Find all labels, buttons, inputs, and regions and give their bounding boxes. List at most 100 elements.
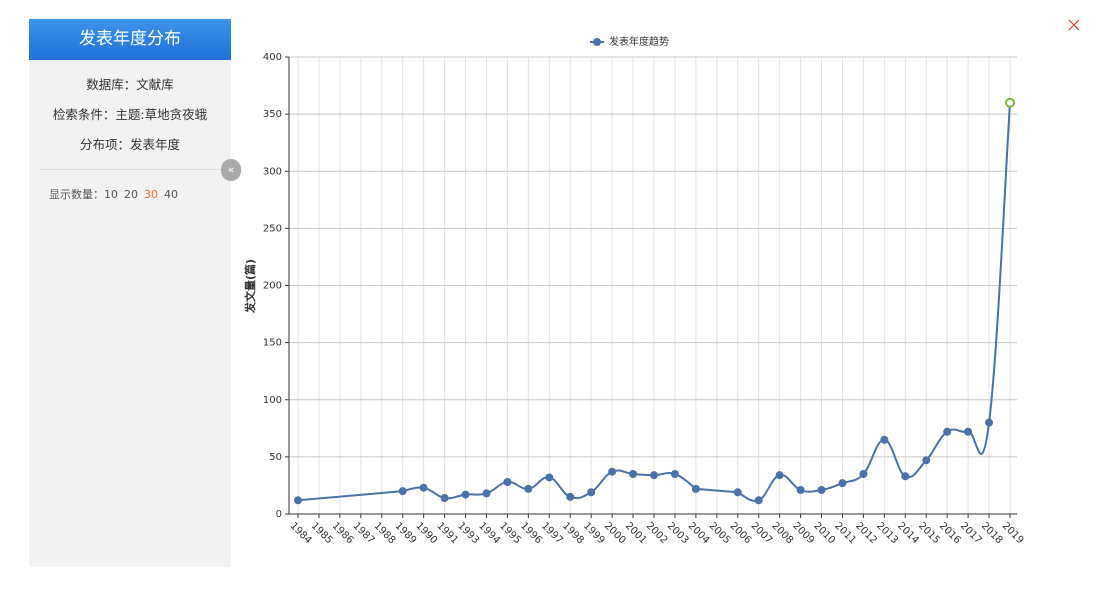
data-point (461, 490, 470, 499)
x-tick-label: 2019 (1000, 520, 1026, 546)
count-label: 显示数量： (49, 188, 104, 201)
field-label: 数据库： (86, 77, 137, 92)
data-point (901, 472, 910, 481)
data-point (398, 487, 407, 496)
x-tick-label: 1996 (518, 520, 544, 546)
field: 分布项：发表年度 (29, 130, 231, 160)
x-tick-label: 1999 (581, 520, 607, 546)
y-tick-label: 300 (263, 166, 282, 177)
x-tick-label: 1998 (560, 520, 586, 546)
x-tick-label: 1989 (392, 520, 418, 546)
data-point (817, 486, 826, 495)
y-tick-label: 50 (269, 452, 282, 463)
data-point (943, 427, 952, 436)
data-point (629, 470, 638, 479)
x-tick-label: 2014 (895, 520, 921, 546)
data-point (880, 435, 889, 444)
x-tick-label: 1990 (413, 520, 439, 546)
field: 数据库：文献库 (29, 70, 231, 100)
data-point (964, 427, 973, 436)
x-tick-label: 2016 (937, 520, 963, 546)
x-tick-label: 1994 (476, 520, 502, 546)
field: 检索条件：主题:草地贪夜蛾 (29, 100, 231, 130)
count-selector: 显示数量：10 20 30 40 (29, 186, 231, 202)
y-tick-label: 200 (263, 281, 282, 292)
count-option[interactable]: 20 (124, 188, 138, 201)
field-value: 文献库 (136, 77, 174, 92)
x-tick-label: 2001 (623, 520, 649, 546)
x-tick-label: 2010 (811, 520, 837, 546)
y-tick-label: 400 (263, 52, 282, 63)
x-tick-label: 2003 (665, 520, 691, 546)
x-tick-label: 2004 (686, 520, 712, 546)
field-value: 主题:草地贪夜蛾 (115, 107, 208, 122)
data-point (1005, 97, 1015, 108)
data-point (775, 471, 784, 480)
x-tick-label: 1985 (309, 520, 335, 546)
y-tick-label: 250 (263, 223, 282, 234)
y-tick-label: 150 (263, 338, 282, 349)
y-tick-label: 350 (263, 109, 282, 120)
line-bridge (695, 487, 738, 494)
x-tick-label: 1993 (455, 520, 481, 546)
y-axis-title: 发文量(篇) (243, 259, 257, 314)
x-tick-label: 1984 (288, 520, 314, 546)
data-point (440, 494, 449, 503)
sidebar-title: 发表年度分布 (29, 19, 231, 60)
field-label: 检索条件： (52, 107, 116, 122)
field-value: 发表年度 (130, 137, 181, 152)
close-icon[interactable] (1068, 19, 1080, 31)
data-point (419, 483, 428, 492)
x-tick-label: 1997 (539, 520, 565, 546)
data-point (733, 488, 742, 497)
x-tick-label: 1995 (497, 520, 523, 546)
data-point (524, 484, 533, 493)
x-tick-label: 2000 (602, 520, 628, 546)
x-tick-label: 2015 (916, 520, 942, 546)
data-point (545, 473, 554, 482)
x-tick-label: 1991 (434, 520, 460, 546)
x-tick-label: 2011 (832, 520, 858, 546)
data-point (985, 418, 994, 427)
x-tick-label: 2009 (790, 520, 816, 546)
x-tick-label: 2013 (874, 520, 900, 546)
data-point (796, 486, 805, 495)
data-point (691, 484, 700, 493)
data-point (503, 478, 512, 487)
x-tick-label: 2012 (853, 520, 879, 546)
x-tick-label: 1987 (351, 520, 377, 546)
x-tick-label: 1988 (372, 520, 398, 546)
count-option[interactable]: 40 (164, 188, 178, 201)
y-tick-label: 100 (263, 395, 282, 406)
x-tick-label: 2006 (728, 520, 754, 546)
data-point (608, 467, 617, 476)
x-tick-label: 2008 (769, 520, 795, 546)
count-option[interactable]: 10 (104, 188, 118, 201)
data-point (754, 496, 763, 505)
data-point (670, 470, 679, 479)
x-tick-label: 2017 (958, 520, 984, 546)
legend-marker (593, 38, 601, 46)
data-point (650, 471, 658, 480)
divider (39, 169, 231, 170)
legend-label: 发表年度趋势 (609, 35, 669, 48)
line-bridge (297, 490, 403, 502)
collapse-button[interactable]: « (221, 159, 241, 181)
data-point (587, 488, 596, 497)
x-tick-label: 2007 (748, 520, 774, 546)
x-tick-label: 2005 (707, 520, 733, 546)
series-line (737, 102, 1011, 502)
data-point (859, 470, 868, 479)
data-point (922, 456, 931, 465)
data-point (482, 489, 491, 498)
field-label: 分布项： (79, 137, 130, 152)
data-point (838, 479, 847, 488)
x-tick-label: 2002 (644, 520, 670, 546)
sidebar: 发表年度分布 数据库：文献库 检索条件：主题:草地贪夜蛾 分布项：发表年度 显示… (29, 19, 231, 567)
y-tick-label: 0 (276, 509, 282, 520)
x-tick-label: 2018 (979, 520, 1005, 546)
x-tick-label: 1986 (330, 520, 356, 546)
count-option[interactable]: 30 (144, 188, 158, 201)
